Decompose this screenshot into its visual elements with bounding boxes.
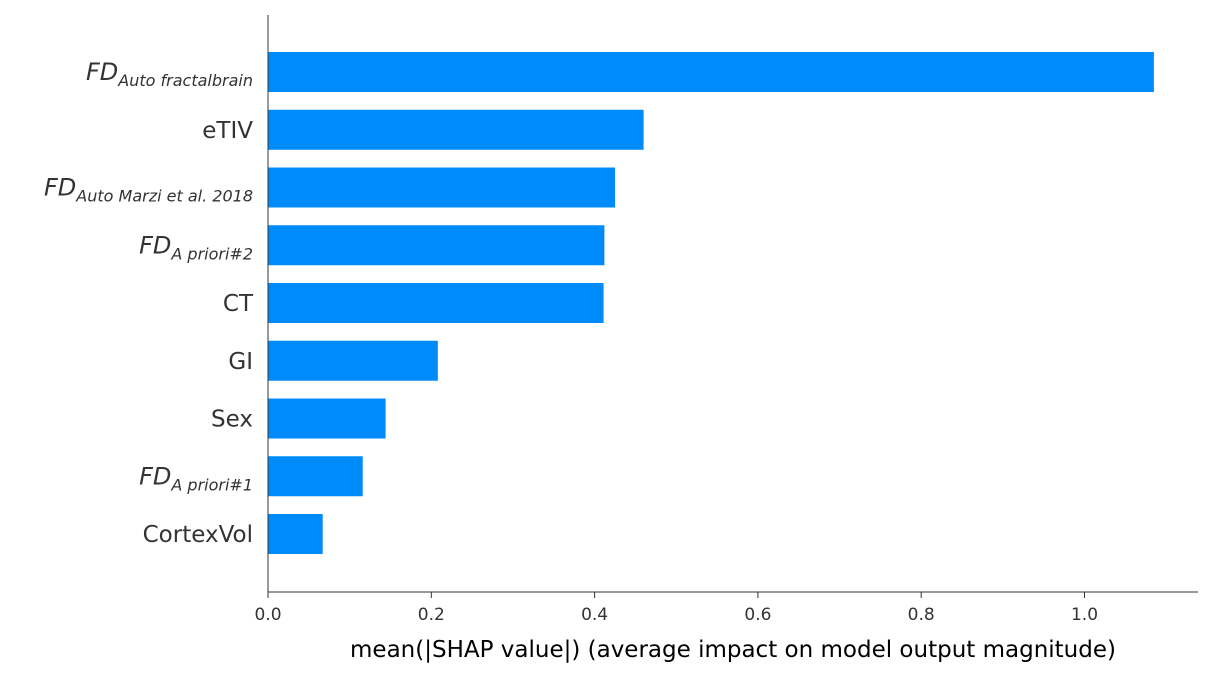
- category-label-3: FDA priori#2: [139, 231, 253, 263]
- category-label-subscript: A priori#2: [170, 244, 253, 263]
- bar-0: [268, 52, 1154, 92]
- category-label-4: CT: [223, 291, 254, 317]
- bar-6: [268, 398, 386, 439]
- category-label-main: FD: [139, 231, 171, 259]
- x-tick-label-5: 1.0: [1071, 605, 1098, 625]
- bar-4: [268, 283, 604, 323]
- bar-5: [268, 340, 438, 381]
- x-tick-label-3: 0.6: [744, 605, 771, 625]
- bar-8: [268, 514, 323, 554]
- x-axis-label: mean(|SHAP value|) (average impact on mo…: [350, 637, 1116, 663]
- category-label-6: Sex: [211, 407, 253, 433]
- category-label-8: CortexVol: [143, 522, 253, 548]
- category-label-main: eTIV: [202, 118, 253, 144]
- category-label-0: FDAuto fractalbrain: [86, 58, 253, 90]
- bar-3: [268, 225, 605, 266]
- category-label-main: FD: [139, 462, 171, 490]
- x-tick-label-2: 0.4: [581, 605, 608, 625]
- category-label-subscript: Auto fractalbrain: [117, 71, 253, 90]
- bar-7: [268, 456, 363, 497]
- category-label-5: GI: [228, 349, 253, 375]
- x-tick-label-0: 0.0: [254, 605, 281, 625]
- x-tick-label-1: 0.2: [418, 605, 445, 625]
- x-ticks: 0.0 0.2 0.4 0.6 0.8 1.0: [254, 592, 1098, 625]
- category-label-main: FD: [44, 174, 76, 202]
- category-label-7: FDA priori#1: [139, 462, 253, 494]
- x-tick-label-4: 0.8: [908, 605, 935, 625]
- category-label-subscript: Auto Marzi et al. 2018: [75, 187, 253, 206]
- bars-group: [268, 52, 1154, 554]
- category-label-main: CT: [223, 291, 254, 317]
- category-label-main: GI: [228, 349, 253, 375]
- category-label-2: FDAuto Marzi et al. 2018: [44, 174, 253, 206]
- category-label-main: Sex: [211, 407, 253, 433]
- bar-1: [268, 109, 644, 150]
- category-label-1: eTIV: [202, 118, 253, 144]
- category-label-main: FD: [86, 58, 118, 86]
- category-label-subscript: A priori#1: [170, 475, 253, 494]
- bar-2: [268, 167, 616, 208]
- category-label-main: CortexVol: [143, 522, 253, 548]
